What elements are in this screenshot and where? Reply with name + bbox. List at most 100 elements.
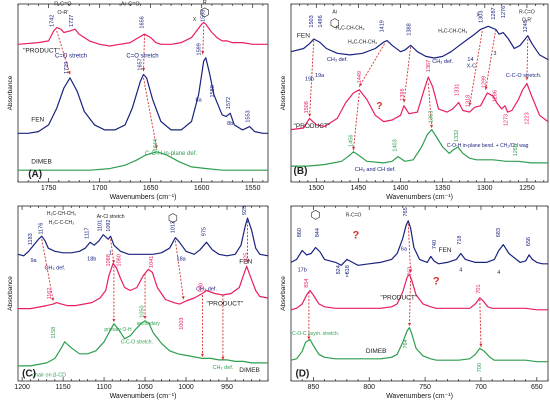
peak-label: 1503 — [309, 15, 315, 27]
peak-label: 1727 — [69, 15, 75, 27]
correlation-arrow — [202, 25, 205, 55]
correlation-arrowhead — [67, 71, 71, 75]
panel-letter: ? — [433, 276, 440, 288]
correlation-arrowhead — [484, 86, 488, 90]
peak-label: 980 — [198, 283, 204, 292]
annotation-label: C-O-H in-plane def. — [145, 151, 197, 157]
correlation-arrow — [403, 46, 412, 103]
panel-letter: (C) — [22, 368, 36, 379]
panel-letter: (A) — [28, 169, 42, 180]
annotation-label: 4 — [497, 270, 500, 276]
peak-label: 824 — [336, 265, 342, 274]
peak-label: 1176 — [39, 223, 45, 235]
annotation-label: H₃C-CH-CH₃ — [348, 40, 377, 46]
peak-label: 1403 — [392, 139, 398, 151]
correlation-arrowhead — [352, 146, 356, 151]
correlation-arrowhead — [112, 319, 116, 323]
correlation-arrow — [143, 77, 158, 149]
correlation-arrowhead — [307, 336, 311, 340]
annotation-label: FEN — [31, 117, 44, 124]
peak-label: 1449 — [357, 71, 363, 83]
peak-label: 1332 — [454, 130, 460, 142]
peak-label: 1553 — [246, 110, 252, 122]
panel-letter: ? — [376, 101, 382, 112]
annotation-label: DIMEB — [239, 367, 260, 374]
series-line-dimeb — [18, 320, 268, 367]
x-axis: 1500 1450 1400 1350 1300 1250 — [290, 4, 545, 192]
annotation-label: H₃C-CH-CH₃ — [438, 29, 467, 35]
x-tick-label: 1700 — [92, 185, 108, 192]
peak-label: 1588 — [210, 85, 216, 97]
annotation-label: 8b — [227, 121, 233, 127]
correlation-arrowhead — [181, 296, 185, 300]
annotation-label: C-O-H in-plane bend. + CH₂/CH wag — [447, 143, 529, 149]
annotation-label: X — [476, 13, 480, 19]
peak-label: 1456 — [349, 135, 355, 147]
peak-label: 925 — [242, 206, 248, 215]
x-tick-label: 800 — [363, 384, 375, 391]
correlation-arrowhead — [143, 315, 147, 320]
series-line-dimeb — [290, 327, 548, 363]
x-tick-label: 1650 — [143, 185, 159, 192]
panel-D: 850 800 750 700 650 Wavenumbers (cm⁻¹) Absorba… — [280, 205, 549, 400]
peak-label: 1080 — [116, 254, 122, 266]
annotation-label: "PRODUCT" — [380, 294, 417, 301]
correlation-arrowhead — [221, 356, 225, 360]
x-tick-label: 1250 — [519, 185, 535, 192]
peak-label: 1396 — [400, 88, 406, 100]
correlation-arrowhead — [201, 51, 205, 55]
peak-label: 1742 — [50, 15, 56, 27]
annotation-label: 14 — [467, 57, 473, 63]
annotation-label: CH₃ def. — [432, 59, 453, 65]
x-tick-label: 700 — [475, 384, 487, 391]
peak-label: 1287 — [491, 7, 497, 19]
annotation-label: CH₃ and CH def. — [355, 167, 397, 173]
plot-frame — [290, 3, 549, 183]
correlation-arrowhead — [468, 102, 472, 106]
peak-label: 1508 — [304, 101, 310, 113]
series-line-dimeb — [291, 129, 548, 167]
correlation-arrowhead — [142, 67, 146, 72]
peak-label: 1599 — [197, 43, 203, 55]
peak-label: 1183 — [28, 233, 34, 245]
annotation-label: "PRODUCT" — [294, 123, 331, 130]
annotation-label: DIMEB — [366, 348, 387, 355]
annotation-label: CH₃ def. — [44, 265, 65, 271]
annotation-label: 8a — [196, 97, 203, 103]
peak-label: 1656 — [140, 16, 146, 28]
x-tick-label: 1300 — [477, 185, 493, 192]
panel-B: 1500 1450 1400 1350 1300 1250 Wavenumbers (cm⁻… — [280, 3, 549, 201]
annotation-label: 19b — [305, 76, 314, 82]
peak-label: 656 — [526, 237, 532, 246]
correlation-arrow — [110, 239, 115, 264]
peak-label: 765 — [403, 207, 409, 216]
x-tick-label: 1150 — [56, 384, 71, 391]
annotation-label: O-R' — [522, 17, 532, 23]
correlation-arrow — [143, 34, 145, 72]
annotation-label: 3 — [493, 51, 496, 57]
annotation-label: DIMEB — [31, 159, 52, 166]
peak-label: 1013 — [171, 221, 177, 233]
correlation-arrowhead — [408, 269, 412, 273]
x-tick-label: 750 — [419, 384, 431, 391]
peak-label: 1388 — [407, 23, 413, 35]
series-line-fen — [17, 217, 269, 257]
x-axis-label: Wavenumbers (cm⁻¹) — [110, 393, 177, 400]
annotation-label: "PRODUCT" — [207, 301, 244, 308]
annotation-label: 19a — [315, 73, 325, 79]
annotation-label: FEN — [297, 32, 310, 39]
plot-frame — [17, 3, 269, 183]
annotation-label: 9a — [31, 258, 38, 264]
peak-label: 1657 — [137, 58, 143, 70]
band-correlations — [56, 25, 205, 149]
peak-label: 763 — [408, 267, 414, 276]
x-tick-label: 1350 — [435, 185, 451, 192]
panel-C: 1200 1150 1100 1050 1000 950 Wavenumbers (cm⁻¹… — [7, 205, 269, 400]
peak-label: 700 — [477, 363, 483, 372]
peak-label: 1331 — [455, 84, 461, 96]
panel-letter: (B) — [294, 166, 308, 177]
y-axis-label: Absorbance — [280, 75, 287, 110]
peak-label: 1318 — [466, 95, 472, 107]
panel-A: 1750 1700 1650 1600 1550 Wavenumbers (cm⁻¹) Ab… — [7, 0, 269, 201]
